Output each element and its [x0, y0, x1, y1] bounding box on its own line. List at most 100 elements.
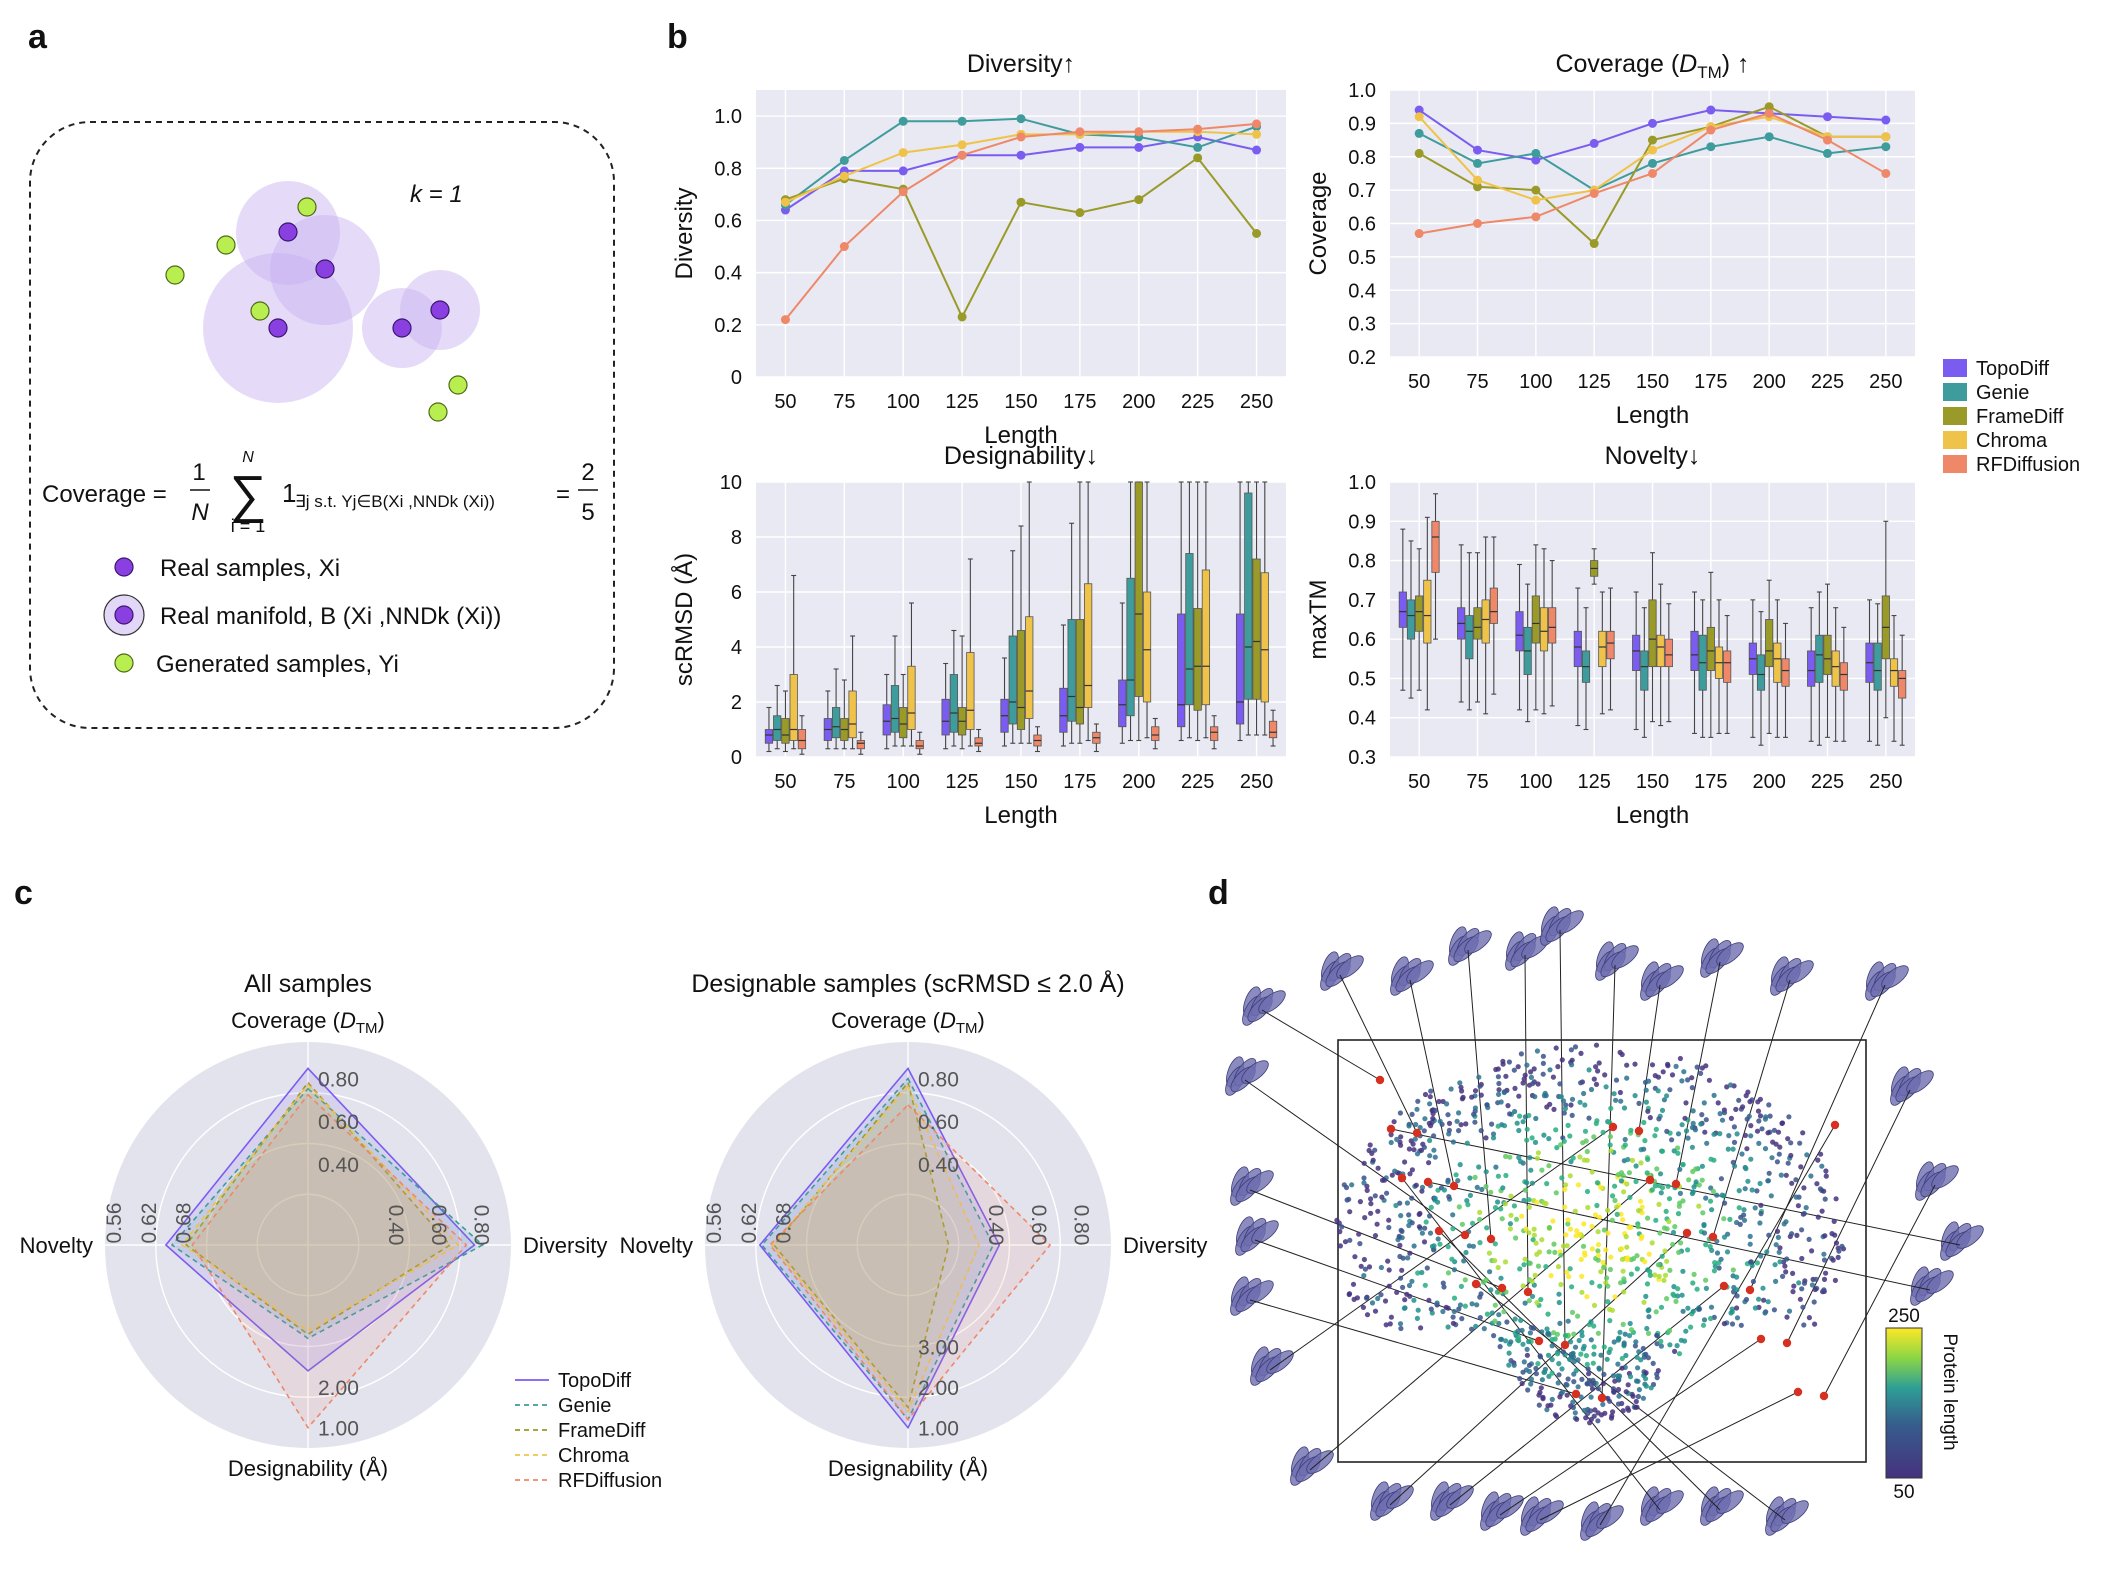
embedding-point — [1832, 1277, 1838, 1283]
leader-line — [1599, 1124, 1836, 1526]
highlighted-point — [1560, 1340, 1570, 1350]
x-tick-label: 200 — [1122, 771, 1155, 793]
embedding-point — [1659, 1185, 1666, 1191]
embedding-point — [1584, 1381, 1590, 1387]
embedding-point — [1532, 1094, 1538, 1100]
embedding-point — [1443, 1304, 1449, 1310]
embedding-point — [1632, 1343, 1638, 1349]
embedding-point — [1545, 1311, 1551, 1317]
embedding-point — [1571, 1379, 1577, 1385]
embedding-point — [1549, 1336, 1555, 1343]
box-framediff — [1134, 481, 1143, 697]
embedding-point — [1633, 1398, 1639, 1405]
embedding-point — [1578, 1351, 1584, 1357]
embedding-point — [1492, 1258, 1498, 1264]
embedding-point — [1457, 1162, 1463, 1168]
embedding-point — [1714, 1192, 1720, 1198]
embedding-point — [1422, 1091, 1429, 1098]
x-tick-label: 250 — [1240, 771, 1273, 793]
panel-c-legend: TopoDiff Genie FrameDiff Chroma RFDiffusion — [515, 1370, 662, 1492]
legend-label-chroma: Chroma — [558, 1445, 630, 1467]
chart-title: Designability↓ — [944, 442, 1098, 470]
embedding-point — [1585, 1204, 1591, 1211]
y-tick-label: 0.6 — [714, 210, 742, 232]
embedding-point — [1524, 1352, 1530, 1358]
embedding-point — [1766, 1232, 1772, 1238]
embedding-point — [1552, 1249, 1558, 1255]
embedding-point — [1495, 1074, 1501, 1080]
embedding-point — [1486, 1250, 1492, 1256]
embedding-point — [1696, 1306, 1702, 1312]
embedding-point — [1731, 1139, 1738, 1145]
data-point-genie — [1193, 142, 1203, 152]
embedding-point — [1588, 1416, 1594, 1422]
embedding-point — [1571, 1371, 1577, 1377]
embedding-point — [1517, 1158, 1524, 1165]
embedding-point — [1513, 1216, 1520, 1222]
y-tick-label: 6 — [731, 582, 742, 604]
embedding-point — [1450, 1226, 1456, 1232]
embedding-point — [1406, 1212, 1412, 1218]
embedding-point — [1552, 1412, 1558, 1418]
data-point-topodiff — [1823, 112, 1832, 122]
embedding-point — [1502, 1201, 1508, 1207]
embedding-point — [1662, 1272, 1669, 1278]
embedding-point — [1661, 1097, 1667, 1103]
embedding-point — [1559, 1175, 1565, 1181]
embedding-point — [1747, 1241, 1753, 1247]
embedding-point — [1729, 1321, 1736, 1327]
embedding-point — [1427, 1094, 1433, 1100]
embedding-point — [1791, 1283, 1797, 1289]
embedding-point — [1615, 1401, 1622, 1407]
embedding-point — [1495, 1173, 1501, 1179]
embedding-point — [1465, 1202, 1471, 1208]
embedding-point — [1654, 1332, 1660, 1338]
embedding-point — [1821, 1188, 1827, 1194]
embedding-point — [1409, 1111, 1415, 1117]
legend-label-framediff: FrameDiff — [558, 1420, 646, 1442]
real-sample-point — [268, 318, 288, 338]
box-framediff — [1473, 607, 1482, 640]
x-tick-label: 100 — [887, 771, 920, 793]
leader-line — [1449, 1285, 1725, 1506]
embedding-point — [1492, 1302, 1498, 1308]
highlighted-point — [1375, 1075, 1385, 1085]
embedding-point — [1592, 1212, 1599, 1218]
embedding-point — [1690, 1120, 1696, 1126]
protein-structure-icon — [1225, 1056, 1269, 1096]
embedding-point — [1362, 1215, 1368, 1221]
embedding-point — [1625, 1382, 1631, 1388]
leader-line — [1539, 1391, 1799, 1521]
box-genie — [1008, 635, 1017, 725]
embedding-point — [1450, 1320, 1456, 1326]
embedding-point — [1526, 1197, 1532, 1203]
embedding-point — [1799, 1227, 1805, 1233]
box-topodiff — [764, 729, 774, 744]
embedding-point — [1640, 1345, 1646, 1352]
protein-structure-icon — [1520, 1496, 1564, 1536]
embedding-point — [1771, 1307, 1777, 1313]
embedding-point — [1386, 1224, 1392, 1231]
embedding-point — [1501, 1309, 1507, 1315]
embedding-point — [1670, 1291, 1676, 1297]
embedding-point — [1821, 1276, 1828, 1282]
embedding-point — [1432, 1154, 1438, 1160]
embedding-point — [1721, 1193, 1727, 1199]
data-point-genie — [1531, 148, 1541, 158]
embedding-point — [1511, 1362, 1517, 1368]
embedding-point — [1381, 1177, 1388, 1183]
embedding-point — [1777, 1245, 1783, 1251]
x-tick-label: 100 — [887, 391, 920, 413]
embedding-point — [1397, 1200, 1403, 1206]
embedding-point — [1619, 1365, 1625, 1371]
embedding-point — [1748, 1133, 1754, 1139]
embedding-point — [1755, 1099, 1761, 1105]
embedding-point — [1561, 1110, 1567, 1116]
embedding-point — [1598, 1269, 1604, 1275]
embedding-point — [1690, 1189, 1696, 1195]
box-genie — [1406, 599, 1416, 640]
embedding-point — [1823, 1168, 1829, 1174]
highlighted-point — [1497, 1283, 1507, 1293]
embedding-point — [1777, 1144, 1783, 1150]
embedding-point — [1540, 1071, 1546, 1077]
